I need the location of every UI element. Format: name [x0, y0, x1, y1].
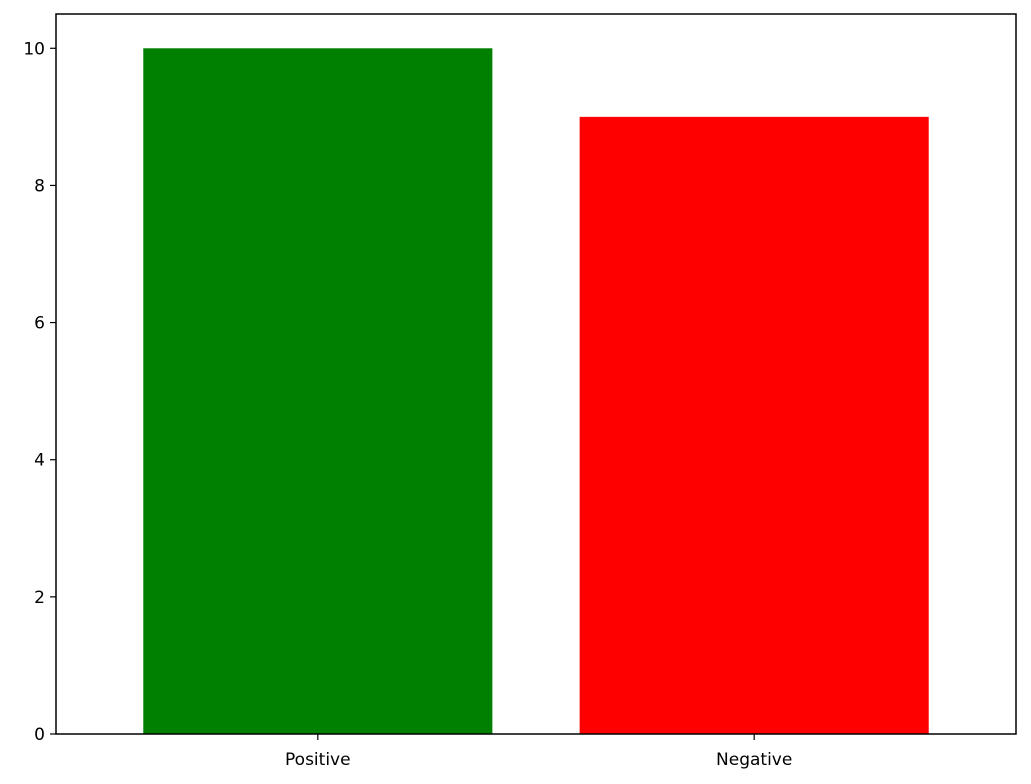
y-tick-label: 10	[23, 39, 45, 59]
x-tick-label-negative: Negative	[716, 750, 792, 770]
bars-group	[143, 48, 929, 735]
y-axis: 0 2 4 6 8 10	[23, 39, 56, 745]
y-tick-label: 2	[34, 588, 45, 608]
plot-area-frame	[55, 13, 1017, 735]
y-tick-label: 6	[34, 314, 45, 334]
y-tick-label: 0	[34, 725, 45, 745]
bar-negative	[579, 116, 929, 735]
bar-positive	[143, 48, 493, 735]
y-tick-label: 8	[34, 176, 45, 196]
y-tick-label: 4	[34, 451, 45, 471]
x-tick-label-positive: Positive	[285, 750, 351, 770]
x-axis: Positive Negative	[285, 734, 792, 770]
